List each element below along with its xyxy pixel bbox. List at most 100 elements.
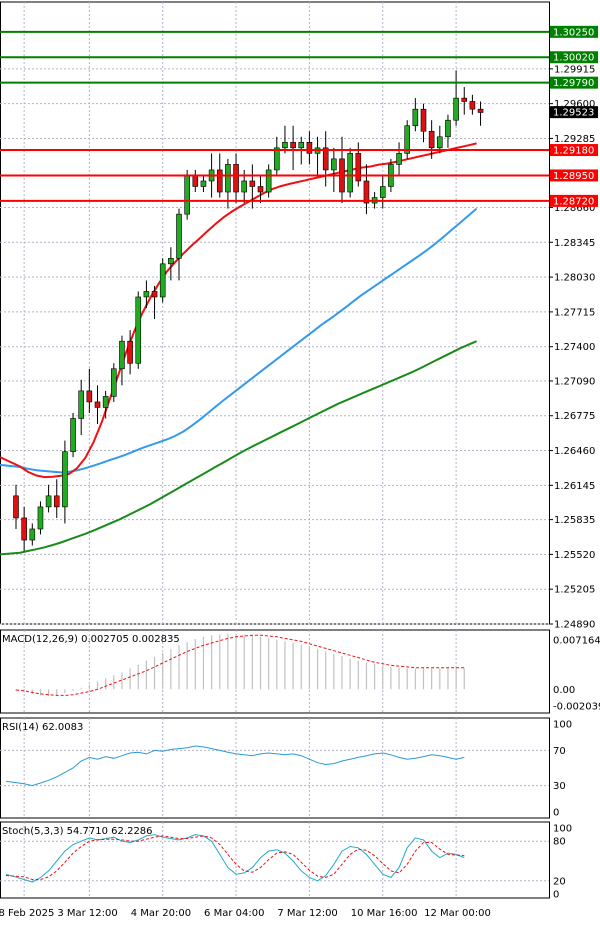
price-tick-label: 1.24890 <box>554 620 595 631</box>
price-tick-label: 1.25205 <box>554 585 595 596</box>
rsi-tick-label: 100 <box>553 720 572 731</box>
candle-bull <box>436 136 443 149</box>
candle-bear <box>355 153 362 182</box>
candle-bull <box>282 142 288 149</box>
macd-signal-line <box>15 634 465 696</box>
panel-frame-rsi <box>0 717 550 819</box>
price-tick-label: 1.28660 <box>554 203 595 214</box>
ma-green-line <box>0 340 477 556</box>
candle-bear <box>216 169 223 193</box>
panel-frame-price <box>0 1 550 625</box>
candle-bull <box>265 169 272 193</box>
price-tick-label: 1.28345 <box>554 238 595 249</box>
candle-bear <box>306 142 313 154</box>
candle-bull <box>200 180 207 187</box>
candle-bear <box>363 180 370 204</box>
candle-bull <box>62 451 68 508</box>
x-tick-label: 4 Mar 20:00 <box>131 908 191 919</box>
candle-bull <box>273 147 280 171</box>
level-tag <box>550 76 598 89</box>
x-tick-label: 3 Mar 12:00 <box>57 908 117 919</box>
stoch-tick-label: 80 <box>553 837 566 848</box>
price-tick-label: 1.27090 <box>554 376 595 387</box>
candle-bear <box>233 164 239 193</box>
candle-bear <box>13 495 19 519</box>
rsi-line <box>5 745 465 787</box>
candle-bull <box>168 258 174 265</box>
rsi-tick-label: 30 <box>553 781 566 792</box>
candle-bull <box>184 175 190 215</box>
price-tick-label: 1.25520 <box>554 550 595 561</box>
candle-bull <box>37 506 44 530</box>
stoch-tick-label: 100 <box>553 824 572 835</box>
candle-bull <box>404 125 411 154</box>
candle-bull <box>143 291 150 298</box>
candle-bull <box>45 495 52 508</box>
x-tick-label: 6 Mar 04:00 <box>204 908 264 919</box>
candle-bull <box>111 368 117 397</box>
candle-bull <box>70 418 76 452</box>
rsi-tick-label: 70 <box>553 746 566 757</box>
current-price-tag <box>550 106 598 119</box>
candle-bear <box>249 180 256 187</box>
candle-bull <box>241 180 247 193</box>
candle-bear <box>477 108 484 113</box>
macd-tick-label: -0.002039 <box>553 702 600 713</box>
candle-bull <box>331 158 337 171</box>
ma-blue-line <box>0 207 478 474</box>
candle-bull <box>412 108 419 127</box>
stoch-k-line <box>5 834 465 883</box>
stoch-tick-label: 0 <box>553 890 559 901</box>
level-tag <box>550 169 598 182</box>
price-tick-label: 1.26460 <box>554 446 595 457</box>
macd-tick-label: 0.007164 <box>553 636 600 647</box>
price-tick-label: 1.25835 <box>554 515 595 526</box>
level-label: 1.30250 <box>553 27 594 38</box>
candle-bear <box>53 495 60 508</box>
candle-bear <box>290 142 296 149</box>
level-tag <box>550 25 598 38</box>
x-tick-label: 10 Mar 16:00 <box>351 908 418 919</box>
level-label: 1.28720 <box>553 196 594 207</box>
candle-bull <box>119 340 125 370</box>
price-tick-label: 1.26775 <box>554 411 595 422</box>
price-tick-label: 1.28030 <box>554 273 595 284</box>
panel-frame-macd <box>0 629 550 714</box>
candle-bull <box>135 296 142 364</box>
candle-bear <box>192 175 199 187</box>
price-tick-label: 1.29915 <box>554 64 595 75</box>
candle-bull <box>225 164 231 193</box>
candle-bear <box>428 130 435 149</box>
candle-bull <box>298 142 305 149</box>
candle-bear <box>322 147 329 171</box>
candle-bull <box>379 186 386 198</box>
candle-bear <box>469 101 476 110</box>
candle-bear <box>420 108 427 132</box>
candle-bull <box>176 213 182 259</box>
candle-bear <box>86 390 93 403</box>
rsi-label: RSI(14) 62.0083 <box>2 722 83 733</box>
price-tick-label: 1.29600 <box>554 99 595 110</box>
x-tick-label: 12 Mar 00:00 <box>424 908 491 919</box>
level-label: 1.28950 <box>553 171 594 182</box>
candle-bull <box>29 528 36 541</box>
current-price-label: 1.29523 <box>553 108 594 119</box>
candle-bear <box>127 340 133 364</box>
level-label: 1.29790 <box>553 78 594 89</box>
price-tick-label: 1.27400 <box>554 342 595 353</box>
stoch-tick-label: 20 <box>553 876 566 887</box>
candle-bull <box>159 263 166 298</box>
candle-bear <box>21 517 27 541</box>
level-label: 1.30020 <box>553 53 594 64</box>
macd-label: MACD(12,26,9) 0.002705 0.002835 <box>2 634 180 645</box>
price-tick-label: 1.26145 <box>554 481 595 492</box>
candle-bull <box>453 97 459 121</box>
candle-bull <box>78 390 84 419</box>
rsi-tick-label: 0 <box>553 808 559 819</box>
candle-bear <box>151 291 158 298</box>
candle-bear <box>257 186 264 193</box>
candle-bull <box>347 153 353 193</box>
candle-bear <box>94 401 101 408</box>
